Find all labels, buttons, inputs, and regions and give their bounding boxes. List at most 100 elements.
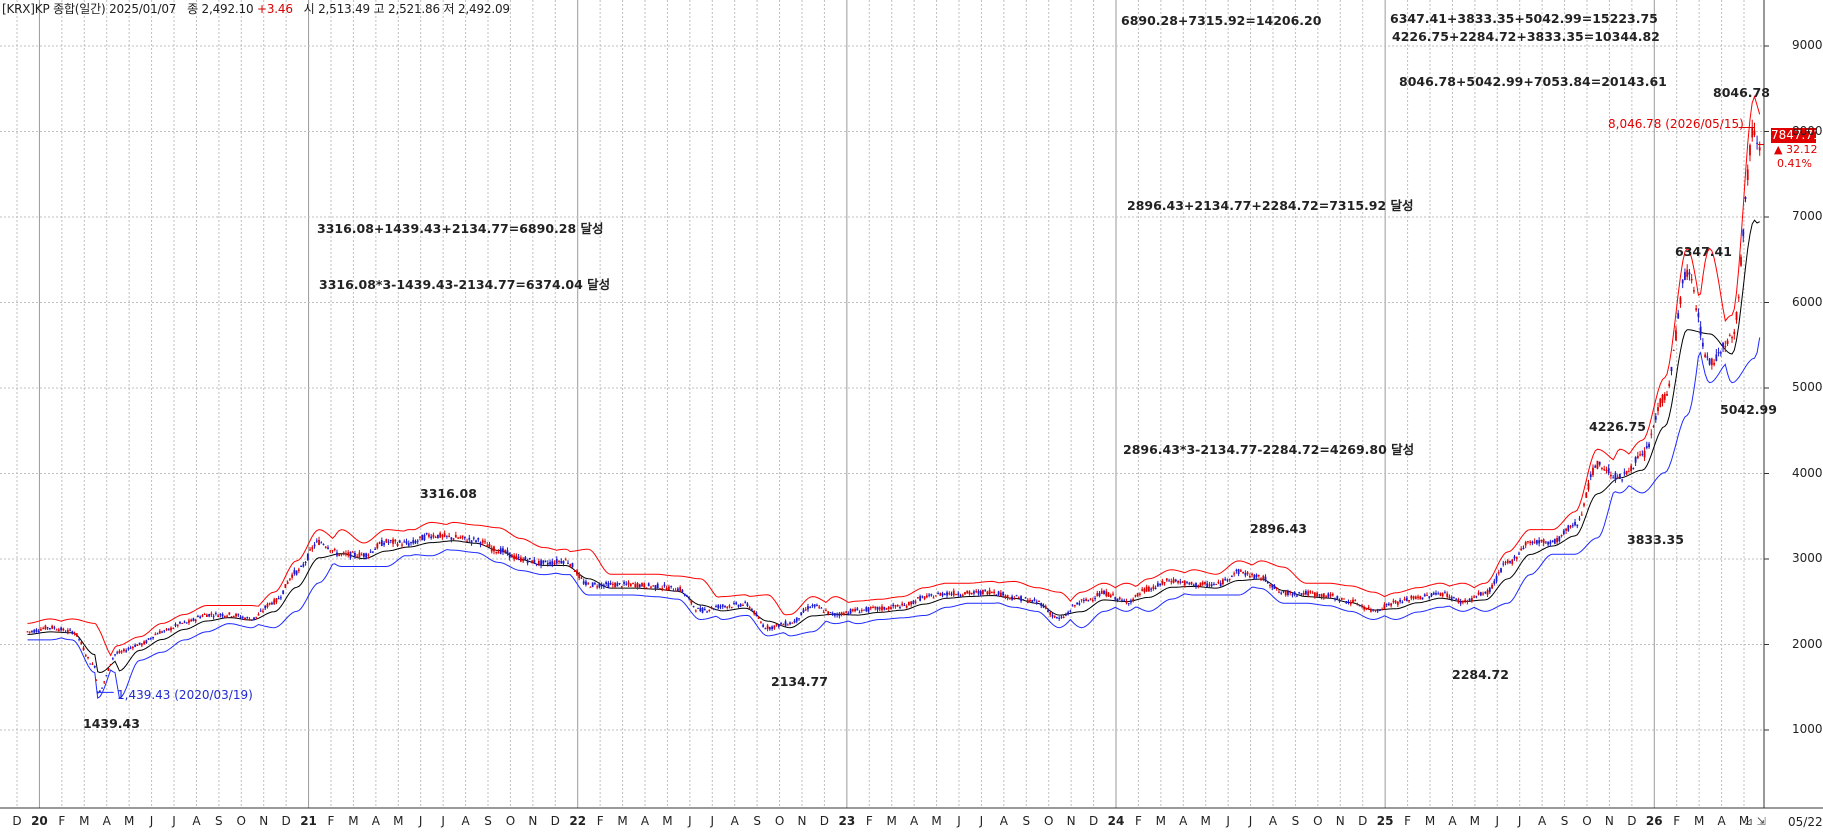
candle-body: [1002, 592, 1005, 596]
candle-body: [342, 552, 345, 554]
x-tick-label: S: [1022, 814, 1031, 828]
open-value: 2,513.49: [318, 2, 370, 16]
candle-body: [497, 551, 500, 554]
candle-body: [454, 534, 457, 538]
candle-body: [163, 630, 166, 632]
x-tick-label: N: [1066, 814, 1076, 828]
candle-body: [499, 548, 502, 554]
candle-body: [1699, 326, 1702, 336]
candle-body: [432, 534, 435, 537]
candle-body: [847, 613, 850, 615]
candle-body: [1210, 584, 1213, 586]
candle-body: [44, 625, 47, 630]
candle-body: [1596, 460, 1599, 469]
candle-body: [1300, 593, 1303, 595]
candle-body: [1118, 597, 1121, 600]
candle-body: [730, 607, 733, 609]
candle-body: [1612, 477, 1615, 479]
candle-body: [647, 583, 650, 586]
candle-body: [1181, 581, 1184, 583]
candle-body: [692, 606, 695, 608]
candle-body: [475, 540, 477, 542]
candle-body: [452, 538, 455, 540]
candle-body: [1154, 588, 1157, 590]
x-tick-label: M: [1424, 814, 1436, 828]
candle-body: [338, 554, 341, 556]
candle-body: [1522, 547, 1525, 550]
candle-body: [551, 560, 554, 565]
candle-body: [1237, 569, 1240, 575]
candle-body: [481, 540, 484, 543]
candle-body: [1331, 593, 1334, 596]
candle-body: [244, 617, 246, 620]
candle-body: [1383, 604, 1386, 609]
x-tick-label: S: [753, 814, 761, 828]
candle-body: [1632, 467, 1635, 469]
candle-body: [764, 628, 767, 630]
candle-body: [1641, 453, 1644, 455]
candle-body: [1116, 598, 1119, 602]
candle-body: [87, 657, 89, 659]
candle-body: [1511, 559, 1514, 564]
candle-body: [973, 591, 975, 594]
candle-body: [585, 581, 587, 585]
candle-body: [396, 543, 399, 546]
chart-tool-icons[interactable]: ⊿ ⇲: [1744, 815, 1766, 828]
candle-body: [232, 615, 235, 617]
candle-body: [1589, 474, 1592, 478]
candle-body: [995, 594, 998, 596]
y-tick-label: 4000.00: [1792, 465, 1823, 480]
candle-body: [1239, 570, 1242, 572]
candle-body: [694, 610, 697, 612]
candle-body: [775, 623, 778, 626]
candle-body: [717, 604, 720, 609]
candle-body: [490, 547, 493, 552]
candle-body: [1304, 591, 1307, 595]
x-tick-label: F: [865, 814, 873, 828]
candle-body: [1697, 313, 1700, 317]
candle-body: [735, 602, 738, 605]
candle-body: [863, 609, 865, 611]
candle-body: [1204, 581, 1206, 585]
x-tick-label: M: [662, 814, 673, 828]
candle-body: [1488, 587, 1491, 593]
candle-body: [784, 621, 787, 626]
candle-body: [28, 631, 31, 633]
x-tick-label: A: [1717, 814, 1726, 828]
candle-body: [910, 601, 913, 605]
candle-body: [1354, 600, 1357, 602]
x-tick-label: J: [1517, 814, 1522, 828]
candle-body: [103, 681, 106, 683]
candle-body: [739, 604, 742, 607]
x-tick-label: D: [819, 814, 830, 828]
x-tick-label: M: [393, 814, 404, 828]
candle-body: [194, 619, 197, 621]
candle-body: [1405, 597, 1408, 601]
candle-body: [979, 590, 982, 595]
candle-body: [1645, 446, 1648, 448]
candle-body: [1257, 574, 1260, 576]
candle-body: [558, 561, 560, 563]
candle-body: [573, 570, 576, 572]
x-tick-label: D: [12, 814, 22, 828]
candle-body: [1134, 595, 1137, 597]
candle-body: [1453, 597, 1455, 599]
candle-body: [1668, 383, 1671, 387]
candle-body: [858, 612, 861, 614]
candle-body: [1693, 290, 1695, 292]
candle-body: [533, 559, 536, 564]
candle-body: [1269, 585, 1271, 587]
x-tick-label: J: [957, 814, 961, 828]
candle-body: [293, 570, 296, 574]
x-tick-label: A: [102, 814, 111, 828]
candle-body: [271, 602, 273, 605]
candle-body: [901, 603, 904, 606]
candle-body: [726, 606, 729, 608]
candle-body: [1006, 595, 1009, 598]
price-candles: [26, 119, 1761, 694]
annotation-level-2284: 2284.72: [1452, 667, 1509, 682]
annotation-peak-2026: 8046.78: [1713, 85, 1770, 100]
x-tick-label: 21: [300, 814, 317, 828]
